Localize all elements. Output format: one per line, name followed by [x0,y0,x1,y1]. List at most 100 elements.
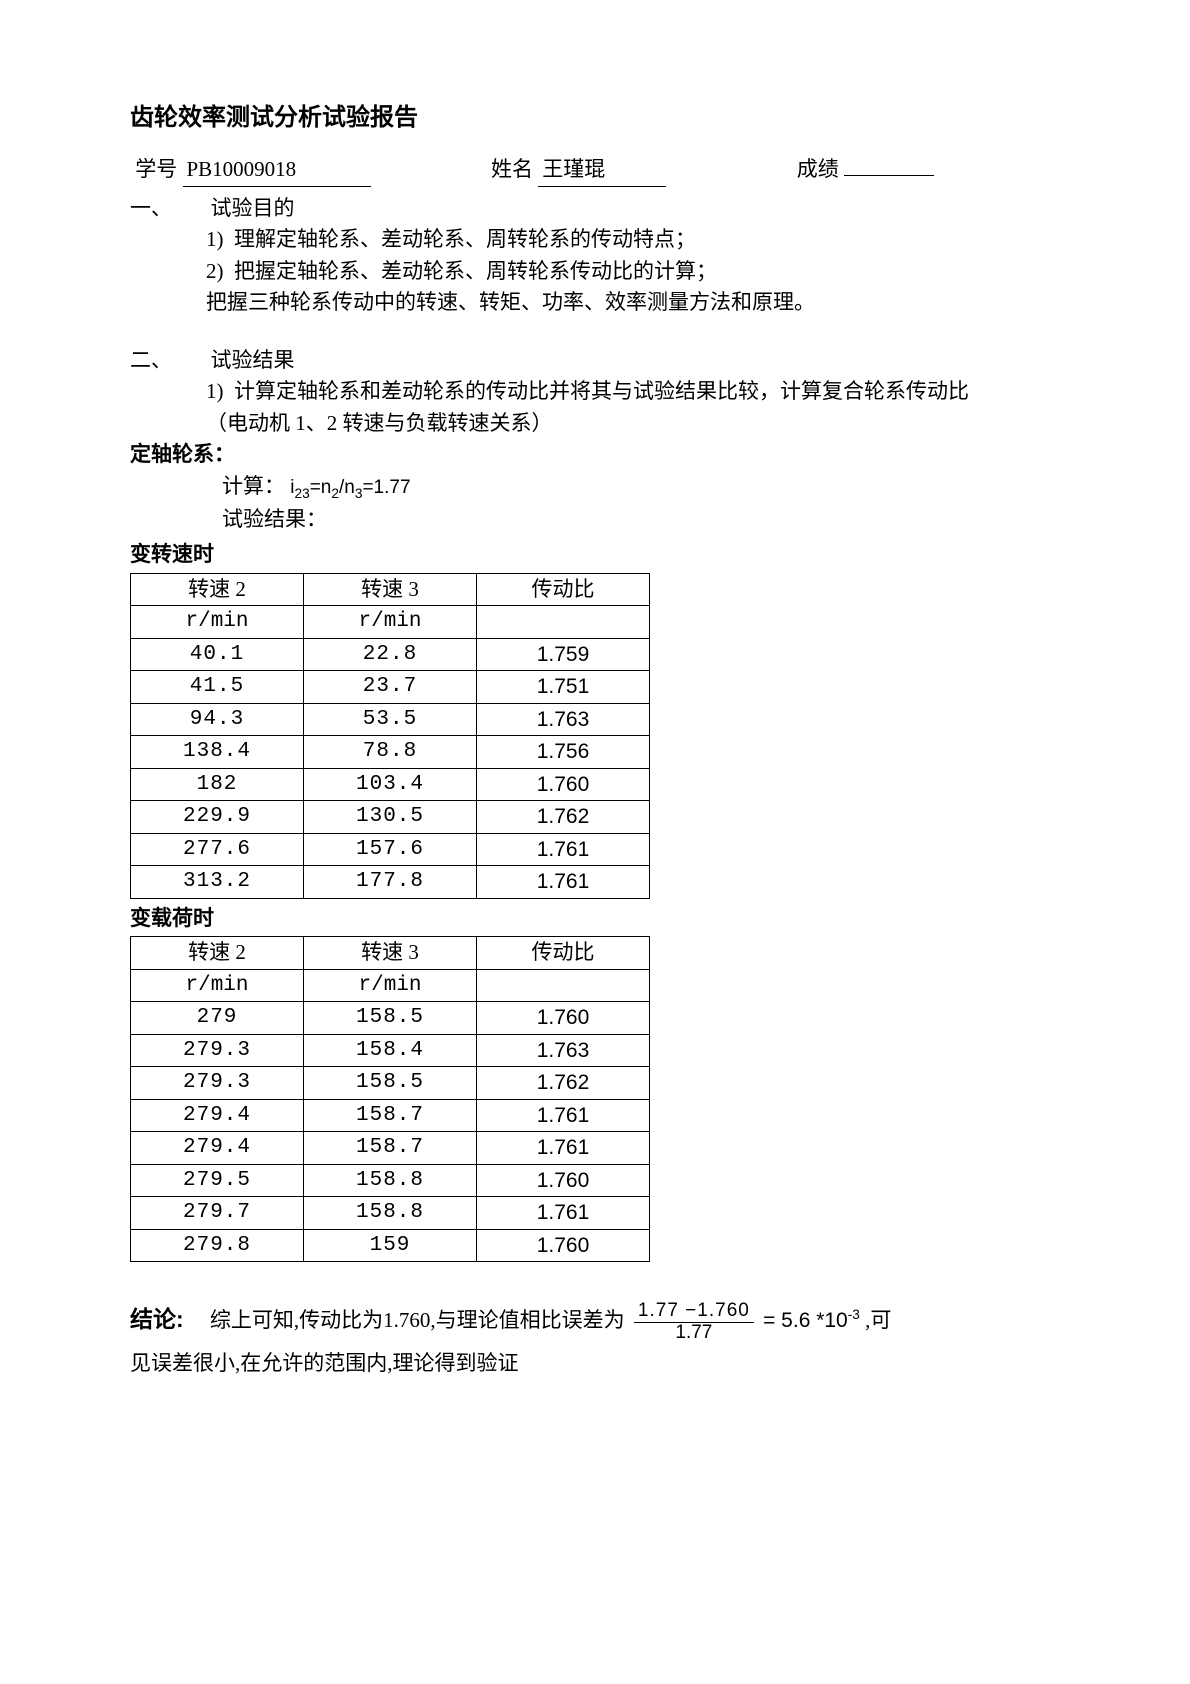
cell-speed2: 279.8 [131,1229,304,1262]
table-row: 40.122.81.759 [131,638,650,671]
table-row: 138.478.81.756 [131,736,650,769]
sec1-num: 一、 [130,196,172,220]
table-row: 279.4158.71.761 [131,1132,650,1165]
fixed-axis-label: 定轴轮系： [130,439,1060,471]
table-row: 279.7158.81.761 [131,1197,650,1230]
cell-ratio: 1.760 [477,1229,650,1262]
conclusion-label: 结论: [130,1306,184,1332]
cell-ratio: 1.763 [477,1034,650,1067]
cell-speed3: 158.8 [304,1197,477,1230]
sec2-item1-num: 1) [206,379,224,403]
sec1-item1: 1) 理解定轴轮系、差动轮系、周转轮系的传动特点； [130,224,1060,256]
table-var-load: 转速 2 转速 3 传动比 r/min r/min 279158.51.7602… [130,936,650,1262]
cell-speed2: 40.1 [131,638,304,671]
cell-ratio: 1.761 [477,1099,650,1132]
cell-speed2: 313.2 [131,866,304,899]
conclusion-post2: 见误差很小,在允许的范围内,理论得到验证 [130,1351,519,1375]
th-ratio: 传动比 [477,937,650,970]
section2-head: 二、 试验结果 [130,345,1060,377]
table-row: 279.81591.760 [131,1229,650,1262]
var-speed-label: 变转速时 [130,539,1060,571]
sec2-item1-text: 计算定轴轮系和差动轮系的传动比并将其与试验结果比较，计算复合轮系传动比（电动机 … [206,379,969,435]
unit2: r/min [304,969,477,1002]
fraction: 1.77 −1.760 1.77 [634,1301,754,1344]
blank-cell [477,606,650,639]
cell-speed3: 53.5 [304,703,477,736]
th-speed2: 转速 2 [131,573,304,606]
cell-speed2: 138.4 [131,736,304,769]
sec2-title: 试验结果 [211,348,295,372]
cell-speed2: 279.4 [131,1099,304,1132]
sec1-item2: 2) 把握定轴轮系、差动轮系、周转轮系传动比的计算； [130,256,1060,288]
frac-den: 1.77 [634,1323,754,1344]
unit1: r/min [131,969,304,1002]
cell-ratio: 1.760 [477,1002,650,1035]
cell-ratio: 1.762 [477,1067,650,1100]
cell-ratio: 1.761 [477,1197,650,1230]
section1-head: 一、 试验目的 [130,193,1060,225]
table-var-speed: 转速 2 转速 3 传动比 r/min r/min 40.122.81.7594… [130,573,650,899]
score-label: 成绩 [797,154,839,186]
cell-speed3: 103.4 [304,768,477,801]
unit1: r/min [131,606,304,639]
cell-speed3: 22.8 [304,638,477,671]
table-row: 279.5158.81.760 [131,1164,650,1197]
conclusion-pre: 综上可知,传动比为1.760,与理论值相比误差为 [210,1308,625,1332]
table-row: 279.3158.51.762 [131,1067,650,1100]
cell-speed2: 41.5 [131,671,304,704]
sec2-item1: 1) 计算定轴轮系和差动轮系的传动比并将其与试验结果比较，计算复合轮系传动比（电… [130,376,1060,439]
table-row: 转速 2 转速 3 传动比 [131,937,650,970]
sec1-item3: 把握三种轮系传动中的转速、转矩、功率、效率测量方法和原理。 [130,287,1060,319]
cell-speed2: 279.4 [131,1132,304,1165]
name-value: 王瑾琨 [538,154,666,187]
calc-label: 计算： [222,474,285,498]
th-speed3: 转速 3 [304,937,477,970]
cell-speed3: 158.7 [304,1099,477,1132]
sec1-item2-text: 把握定轴轮系、差动轮系、周转轮系传动比的计算； [234,259,717,283]
report-page: 齿轮效率测试分析试验报告 学号 PB10009018 姓名 王瑾琨 成绩 一、 … [0,0,1190,1684]
cell-speed3: 159 [304,1229,477,1262]
table-row: r/min r/min [131,969,650,1002]
eq-text: = 5.6 *10 [763,1309,848,1332]
cell-speed3: 177.8 [304,866,477,899]
id-value: PB10009018 [183,154,371,187]
info-line: 学号 PB10009018 姓名 王瑾琨 成绩 [130,154,1060,187]
cell-speed2: 94.3 [131,703,304,736]
table-row: 182103.41.760 [131,768,650,801]
cell-ratio: 1.761 [477,1132,650,1165]
table-row: r/min r/min [131,606,650,639]
cell-ratio: 1.760 [477,1164,650,1197]
conclusion: 结论: 综上可知,传动比为1.760,与理论值相比误差为 1.77 −1.760… [130,1298,1060,1383]
score-blank [844,175,934,176]
id-label: 学号 [135,154,177,186]
cell-speed3: 158.5 [304,1002,477,1035]
cell-speed2: 229.9 [131,801,304,834]
cell-speed2: 279 [131,1002,304,1035]
exp-result-label: 试验结果： [130,504,1060,536]
cell-ratio: 1.761 [477,833,650,866]
th-speed3: 转速 3 [304,573,477,606]
report-title: 齿轮效率测试分析试验报告 [130,100,1060,136]
sec1-title: 试验目的 [211,196,295,220]
frac-num: 1.77 −1.760 [634,1301,754,1323]
cell-speed2: 182 [131,768,304,801]
calc-line: 计算： i23=n2/n3=1.77 [130,471,1060,504]
cell-ratio: 1.761 [477,866,650,899]
sec1-item3-text: 把握三种轮系传动中的转速、转矩、功率、效率测量方法和原理。 [206,290,815,314]
table-row: 41.523.71.751 [131,671,650,704]
unit2: r/min [304,606,477,639]
th-ratio: 传动比 [477,573,650,606]
sec2-num: 二、 [130,348,172,372]
table-row: 279.4158.71.761 [131,1099,650,1132]
cell-speed2: 279.3 [131,1034,304,1067]
sec1-item1-num: 1) [206,227,224,251]
sec1-item1-text: 理解定轴轮系、差动轮系、周转轮系的传动特点； [234,227,696,251]
table-row: 279.3158.41.763 [131,1034,650,1067]
table-row: 279158.51.760 [131,1002,650,1035]
var-load-label: 变载荷时 [130,903,1060,935]
cell-ratio: 1.762 [477,801,650,834]
sec1-item2-num: 2) [206,259,224,283]
exp-text: -3 [848,1307,860,1322]
cell-ratio: 1.763 [477,703,650,736]
cell-speed3: 78.8 [304,736,477,769]
